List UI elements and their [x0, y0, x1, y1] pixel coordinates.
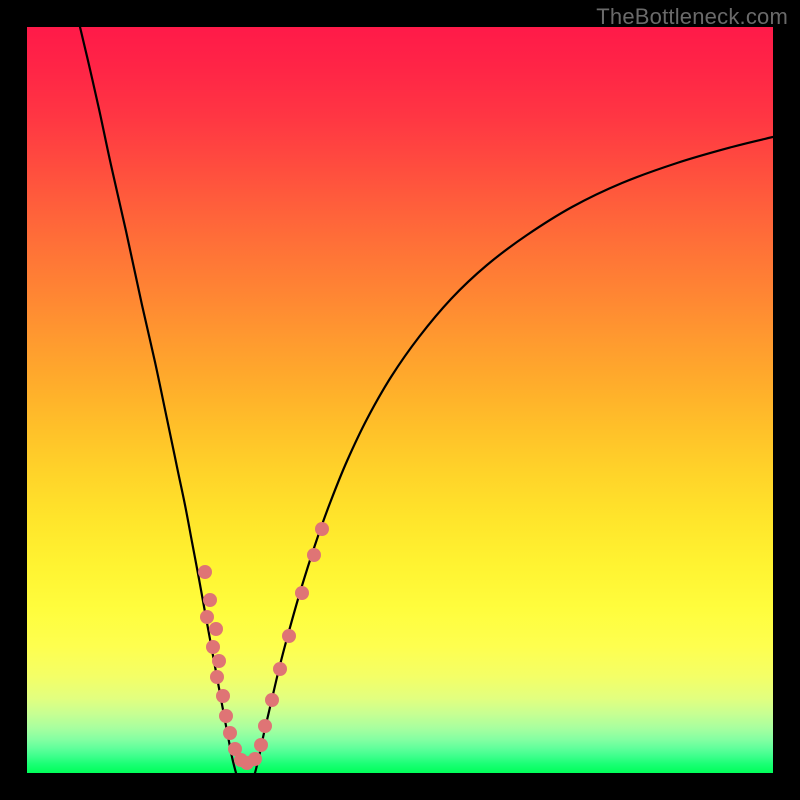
watermark-text: TheBottleneck.com: [596, 4, 788, 30]
dot: [216, 689, 230, 703]
dot: [248, 752, 262, 766]
dot: [198, 565, 212, 579]
dot: [258, 719, 272, 733]
dot: [223, 726, 237, 740]
dot: [273, 662, 287, 676]
dot: [254, 738, 268, 752]
dot: [209, 622, 223, 636]
dot: [210, 670, 224, 684]
dot: [212, 654, 226, 668]
dot: [315, 522, 329, 536]
chart-svg: [0, 0, 800, 800]
chart-container: TheBottleneck.com: [0, 0, 800, 800]
dot: [206, 640, 220, 654]
dot: [200, 610, 214, 624]
dot: [295, 586, 309, 600]
dot: [265, 693, 279, 707]
dot: [307, 548, 321, 562]
dot: [203, 593, 217, 607]
gradient-background: [27, 27, 773, 773]
dot: [282, 629, 296, 643]
dot: [219, 709, 233, 723]
